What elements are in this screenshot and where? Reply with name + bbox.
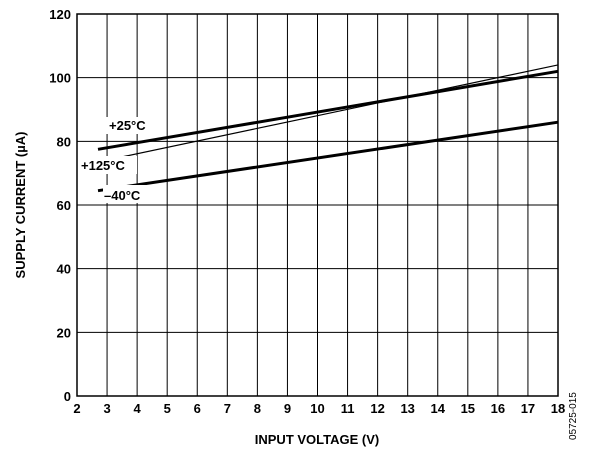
x-axis-title: INPUT VOLTAGE (V): [255, 432, 379, 447]
y-tick-label: 80: [57, 134, 71, 149]
x-tick-label: 3: [103, 401, 110, 416]
x-tick-label: 4: [134, 401, 142, 416]
x-tick-label: 17: [521, 401, 535, 416]
series-label-minus40: –40°C: [103, 185, 157, 203]
series-lines: [97, 64, 559, 193]
x-tick-labels: 2 3 4 5 6 7 8 9 10 11 12 13 14 15 16 17 18: [73, 401, 565, 416]
series-line-2: [97, 120, 559, 193]
figure-id: 05725-015: [568, 392, 579, 440]
series-line-1: [97, 64, 559, 163]
y-tick-label: 0: [64, 389, 71, 404]
x-tick-label: 15: [461, 401, 475, 416]
x-tick-label: 8: [254, 401, 261, 416]
grid: [76, 13, 559, 397]
x-tick-label: 6: [194, 401, 201, 416]
y-tick-label: 20: [57, 325, 71, 340]
x-tick-label: 10: [310, 401, 324, 416]
svg-text:–40°C: –40°C: [104, 188, 141, 203]
svg-text:+25°C: +25°C: [109, 118, 146, 133]
x-tick-label: 11: [341, 401, 355, 416]
y-tick-labels: 0 20 40 60 80 100 120: [49, 7, 71, 404]
x-tick-label: 12: [370, 401, 384, 416]
svg-text:+125°C: +125°C: [81, 158, 125, 173]
x-tick-label: 7: [224, 401, 231, 416]
x-tick-label: 16: [491, 401, 505, 416]
y-tick-label: 120: [49, 7, 71, 22]
y-tick-label: 100: [49, 71, 71, 86]
y-tick-label: 60: [57, 198, 71, 213]
series-label-plus125: +125°C: [79, 156, 137, 174]
x-tick-label: 2: [73, 401, 80, 416]
y-tick-label: 40: [57, 262, 71, 277]
x-tick-label: 5: [164, 401, 171, 416]
series-label-plus25: +25°C: [104, 117, 164, 134]
plot-frame: [76, 13, 559, 397]
x-tick-label: 14: [431, 401, 446, 416]
y-axis-title: SUPPLY CURRENT (µA): [13, 132, 28, 279]
x-tick-label: 18: [551, 401, 565, 416]
series-line-0: [97, 69, 559, 151]
x-tick-label: 13: [400, 401, 414, 416]
x-tick-label: 9: [284, 401, 291, 416]
